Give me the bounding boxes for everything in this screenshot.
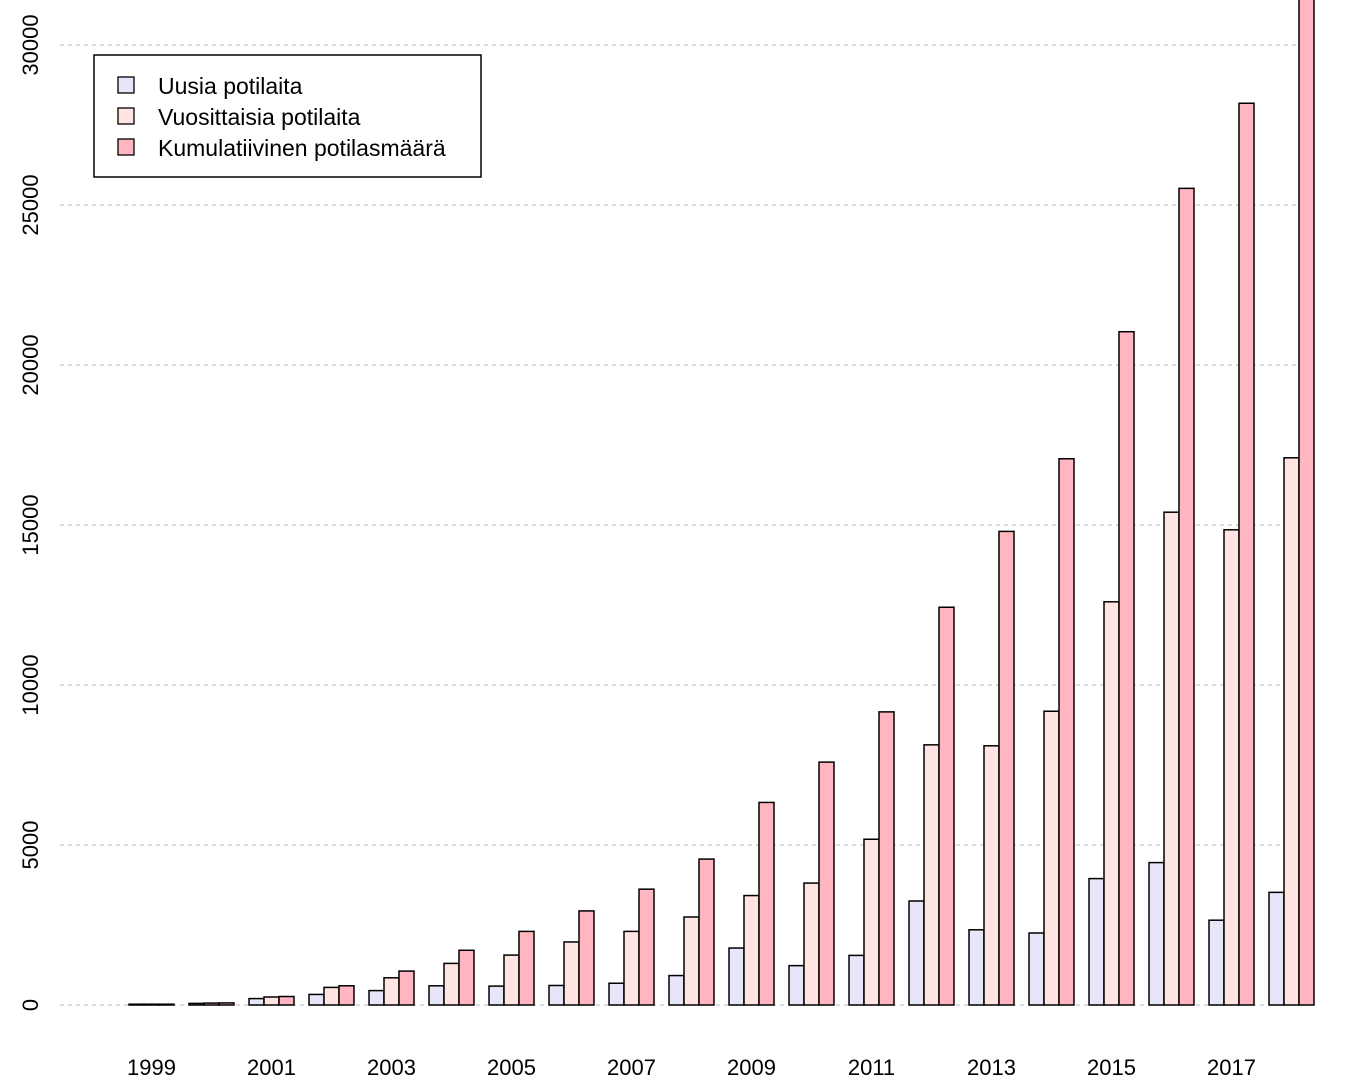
bar-2005-series-2 (518, 930, 535, 1006)
bar-2011-series-2 (878, 711, 895, 1006)
bar-2005-series-0 (488, 985, 505, 1006)
x-tick-label: 2003 (367, 1055, 416, 1080)
legend-item-0: Uusia potilaita (117, 73, 303, 99)
legend-item-1: Vuosittaisia potilaita (117, 104, 361, 130)
legend: Uusia potilaita Vuosittaisia potilaita K… (93, 54, 482, 178)
bar-2014-series-2 (1058, 458, 1075, 1006)
x-tick-label: 2017 (1207, 1055, 1256, 1080)
bar-2001-series-2 (278, 995, 295, 1006)
bars (128, 0, 1315, 1006)
x-tick-label: 2011 (848, 1055, 895, 1080)
bar-2015-series-0 (1088, 877, 1105, 1006)
bar-2009-series-1 (743, 894, 760, 1006)
bar-2004-series-1 (443, 962, 460, 1006)
y-tick-label: 5000 (18, 821, 43, 870)
bar-2007-series-2 (638, 888, 655, 1006)
bar-2003-series-0 (368, 989, 385, 1006)
x-tick-label: 2015 (1087, 1055, 1136, 1080)
bar-2011-series-1 (863, 838, 880, 1006)
bar-2009-series-2 (758, 801, 775, 1006)
bar-1999-series-0 (128, 1003, 145, 1006)
y-tick-label: 25000 (18, 174, 43, 235)
y-tick-label: 10000 (18, 654, 43, 715)
bar-1999-series-1 (143, 1003, 160, 1006)
bar-2000-series-0 (188, 1002, 205, 1006)
bar-2018-series-0 (1268, 891, 1285, 1006)
x-tick-label: 2005 (487, 1055, 536, 1080)
bar-2004-series-0 (428, 985, 445, 1006)
bar-2011-series-0 (848, 954, 865, 1006)
gridlines (60, 44, 1316, 1006)
bar-2002-series-2 (338, 985, 355, 1006)
x-tick-label: 2001 (247, 1055, 296, 1080)
bar-2014-series-0 (1028, 932, 1045, 1006)
legend-box (93, 54, 482, 178)
bar-2017-series-0 (1208, 919, 1225, 1006)
legend-label-1: Vuosittaisia potilaita (158, 104, 361, 130)
bar-2013-series-1 (983, 745, 1000, 1006)
x-tick-label: 2009 (727, 1055, 776, 1080)
bar-2006-series-0 (548, 984, 565, 1006)
y-tick-label: 15000 (18, 494, 43, 555)
x-tick-label: 1999 (127, 1055, 176, 1080)
bar-2010-series-0 (788, 964, 805, 1006)
bar-2000-series-1 (203, 1002, 220, 1006)
bar-2018-series-1 (1283, 457, 1300, 1006)
bar-2012-series-2 (938, 606, 955, 1006)
bar-2010-series-1 (803, 882, 820, 1006)
bar-2009-series-0 (728, 947, 745, 1006)
x-tick-label: 2007 (607, 1055, 656, 1080)
legend-label-2: Kumulatiivinen potilasmäärä (158, 135, 446, 161)
bar-2015-series-1 (1103, 601, 1120, 1006)
bar-2004-series-2 (458, 949, 475, 1006)
bar-2018-series-2 (1298, 0, 1315, 1006)
axes: 0 5000 10000 15000 20000 25000 30000 1999 2001 20… (18, 14, 1256, 1080)
legend-swatch-1 (117, 107, 135, 125)
bar-2013-series-2 (998, 530, 1015, 1006)
bar-2010-series-2 (818, 761, 835, 1006)
bar-2012-series-1 (923, 744, 940, 1006)
bar-2006-series-2 (578, 910, 595, 1006)
bar-2014-series-1 (1043, 710, 1060, 1006)
bar-2008-series-2 (698, 858, 715, 1006)
bar-2012-series-0 (908, 900, 925, 1006)
bar-2013-series-0 (968, 929, 985, 1006)
bar-2001-series-0 (248, 997, 265, 1006)
bar-2007-series-1 (623, 930, 640, 1006)
legend-swatch-2 (117, 138, 135, 156)
bar-2000-series-2 (218, 1002, 235, 1006)
bar-2017-series-2 (1238, 102, 1255, 1006)
y-tick-label: 20000 (18, 334, 43, 395)
bar-2007-series-0 (608, 982, 625, 1006)
bar-2001-series-1 (263, 996, 280, 1006)
legend-label-0: Uusia potilaita (158, 73, 303, 99)
bar-2016-series-1 (1163, 511, 1180, 1006)
y-tick-label: 0 (18, 999, 43, 1011)
bar-2017-series-1 (1223, 529, 1240, 1006)
bar-2006-series-1 (563, 941, 580, 1006)
bar-1999-series-2 (158, 1003, 175, 1006)
bar-2016-series-0 (1148, 861, 1165, 1006)
bar-2016-series-2 (1178, 187, 1195, 1006)
bar-2003-series-1 (383, 977, 400, 1006)
legend-swatch-0 (117, 76, 135, 94)
bar-2015-series-2 (1118, 330, 1135, 1006)
y-tick-label: 30000 (18, 14, 43, 75)
bar-2008-series-0 (668, 974, 685, 1006)
bar-2002-series-0 (308, 993, 325, 1006)
bar-2002-series-1 (323, 986, 340, 1006)
legend-item-2: Kumulatiivinen potilasmäärä (117, 135, 446, 161)
x-tick-label: 2013 (967, 1055, 1016, 1080)
bar-2003-series-2 (398, 970, 415, 1006)
bar-2005-series-1 (503, 954, 520, 1006)
bar-2008-series-1 (683, 916, 700, 1006)
